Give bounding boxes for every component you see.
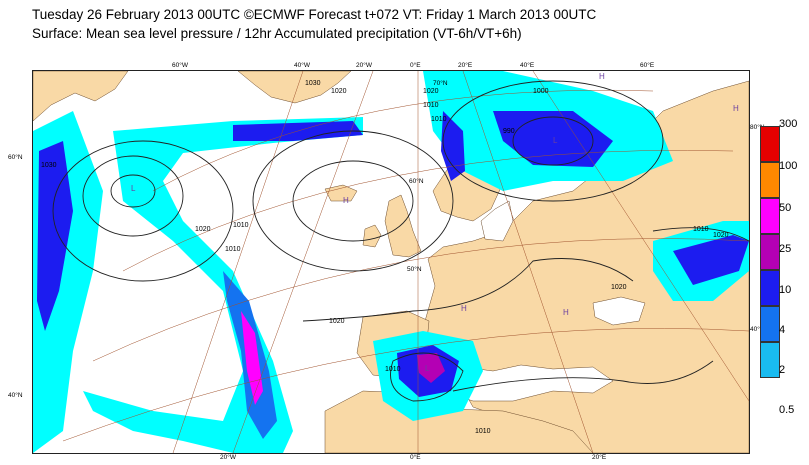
legend-swatch-300: [760, 126, 780, 162]
landmass-canada: [33, 71, 129, 122]
isobar-high-north-atlantic: [292, 160, 414, 242]
precip-mediterranean-peak: [417, 353, 445, 383]
legend-level-label: 0.5: [779, 404, 795, 416]
isobar-label: 1020: [713, 232, 729, 239]
map-canvas: 1030 1020 1020 1010 1000 990 1030 1020 1…: [33, 71, 749, 453]
isobars: [52, 80, 749, 402]
isobar-label: 1010: [385, 366, 401, 373]
meridian-40w: [172, 71, 304, 453]
lat-label-left: 60°N: [8, 154, 23, 161]
legend-level-label: 10: [779, 284, 792, 296]
lon-label-top: 40°W: [294, 62, 310, 69]
legend-level-label: 2: [779, 364, 786, 376]
lat-label-left: 40°N: [8, 392, 23, 399]
low-pressure-marker: L: [425, 364, 430, 373]
lon-label-top: 0°E: [410, 62, 421, 69]
isobar-labels: 1030 1020 1020 1010 1000 990 1030 1020 1…: [41, 80, 729, 435]
pressure-centres: H H H H H L L L: [131, 72, 739, 373]
lon-label-top: 20°W: [356, 62, 372, 69]
lon-label-top: 60°W: [172, 62, 188, 69]
isobar-high-north-atlantic-outer: [252, 130, 454, 272]
isobar-1020-europe: [302, 258, 634, 322]
precip-band-atlantic-arc: [83, 117, 363, 453]
isobar-label: 1010: [423, 102, 439, 109]
parallel-40n: [62, 328, 749, 442]
isobar-label: 1020: [423, 88, 439, 95]
legend-level-label: 300: [779, 118, 798, 130]
low-pressure-marker: L: [553, 136, 558, 145]
isobar-low-scandinavia-inner: [512, 116, 594, 166]
chart-title-line-1: Tuesday 26 February 2013 00UTC ©ECMWF Fo…: [32, 7, 597, 22]
high-pressure-marker: H: [563, 308, 569, 317]
isobar-label: 1010: [475, 428, 491, 435]
legend-level-label: 4: [779, 324, 786, 336]
lat-label-70n: 70°N: [433, 79, 448, 87]
black-sea: [592, 296, 646, 326]
chart-title-line-2: Surface: Mean sea level pressure / 12hr …: [32, 26, 522, 41]
isobar-label: 1010: [225, 246, 241, 253]
precip-band-atlantic-peak: [241, 311, 263, 405]
low-pressure-marker: L: [131, 184, 136, 193]
lon-label-top: 20°E: [458, 62, 473, 69]
precip-norway-coast: [441, 111, 465, 181]
isobar-label: 1020: [331, 88, 347, 95]
legend-swatch-25: [760, 234, 780, 270]
parallel-50n: [92, 238, 749, 362]
high-pressure-marker: H: [599, 72, 605, 81]
landmass-ireland: [362, 224, 382, 248]
isobar-1010-mediterranean: [390, 352, 464, 402]
legend-level-label: 50: [779, 202, 792, 214]
lon-label-top: 60°E: [640, 62, 655, 69]
parallel-70n: [152, 89, 654, 192]
forecast-map: 1030 1020 1020 1010 1000 990 1030 1020 1…: [32, 70, 750, 454]
isobar-label: 1020: [195, 226, 211, 233]
isobar-label: 1010: [431, 116, 447, 123]
isobar-label: 990: [503, 128, 515, 135]
lat-label-right: 40°N: [750, 326, 765, 333]
isobar-label: 1030: [305, 80, 321, 87]
landmass-great-britain: [384, 194, 422, 258]
high-pressure-marker: H: [343, 196, 349, 205]
isobar-1010-russia: [652, 227, 749, 242]
lat-label-60n: 60°N: [409, 177, 424, 185]
lon-label-top: 40°E: [520, 62, 535, 69]
meridian-40e: [532, 71, 749, 402]
landmass-iceland: [324, 184, 358, 202]
legend-swatch-50: [760, 198, 780, 234]
lon-label-bottom: 0°E: [410, 454, 421, 461]
lat-label-right: 80°N: [750, 124, 765, 131]
parallel-60n: [122, 150, 734, 272]
isobar-low-atlantic-mid: [82, 155, 184, 237]
legend-swatch-100: [760, 162, 780, 198]
lat-label-50n: 50°N: [407, 265, 422, 273]
precip-band-atlantic-west-inner: [37, 141, 73, 331]
landmass-greenland: [237, 71, 352, 104]
isobar-low-scandinavia-outer: [442, 80, 664, 202]
high-pressure-marker: H: [461, 304, 467, 313]
legend-swatch-4: [760, 306, 780, 342]
meridian-20e: [462, 71, 594, 453]
lon-label-bottom: 20°W: [220, 454, 236, 461]
isobar-label: 1030: [41, 162, 57, 169]
inner-lat-labels: 70°N 60°N 50°N: [407, 79, 448, 273]
lon-label-bottom: 20°E: [592, 454, 607, 461]
isobar-label: 1020: [329, 318, 345, 325]
isobar-label: 1000: [533, 88, 549, 95]
precip-russia-east-core: [673, 235, 749, 285]
baltic-sea: [480, 200, 514, 242]
legend-level-label: 25: [779, 243, 792, 255]
high-pressure-marker: H: [733, 104, 739, 113]
legend-swatch-10: [760, 270, 780, 306]
isobar-low-atlantic-outer: [52, 140, 234, 282]
isobar-1020-africa: [452, 360, 714, 392]
isobar-label: 1010: [693, 226, 709, 233]
legend-swatch-2: [760, 342, 780, 378]
isobar-label: 1010: [233, 222, 249, 229]
legend-level-label: 100: [779, 160, 798, 172]
isobar-label: 1020: [611, 284, 627, 291]
isobar-low-atlantic-inner: [110, 174, 156, 208]
